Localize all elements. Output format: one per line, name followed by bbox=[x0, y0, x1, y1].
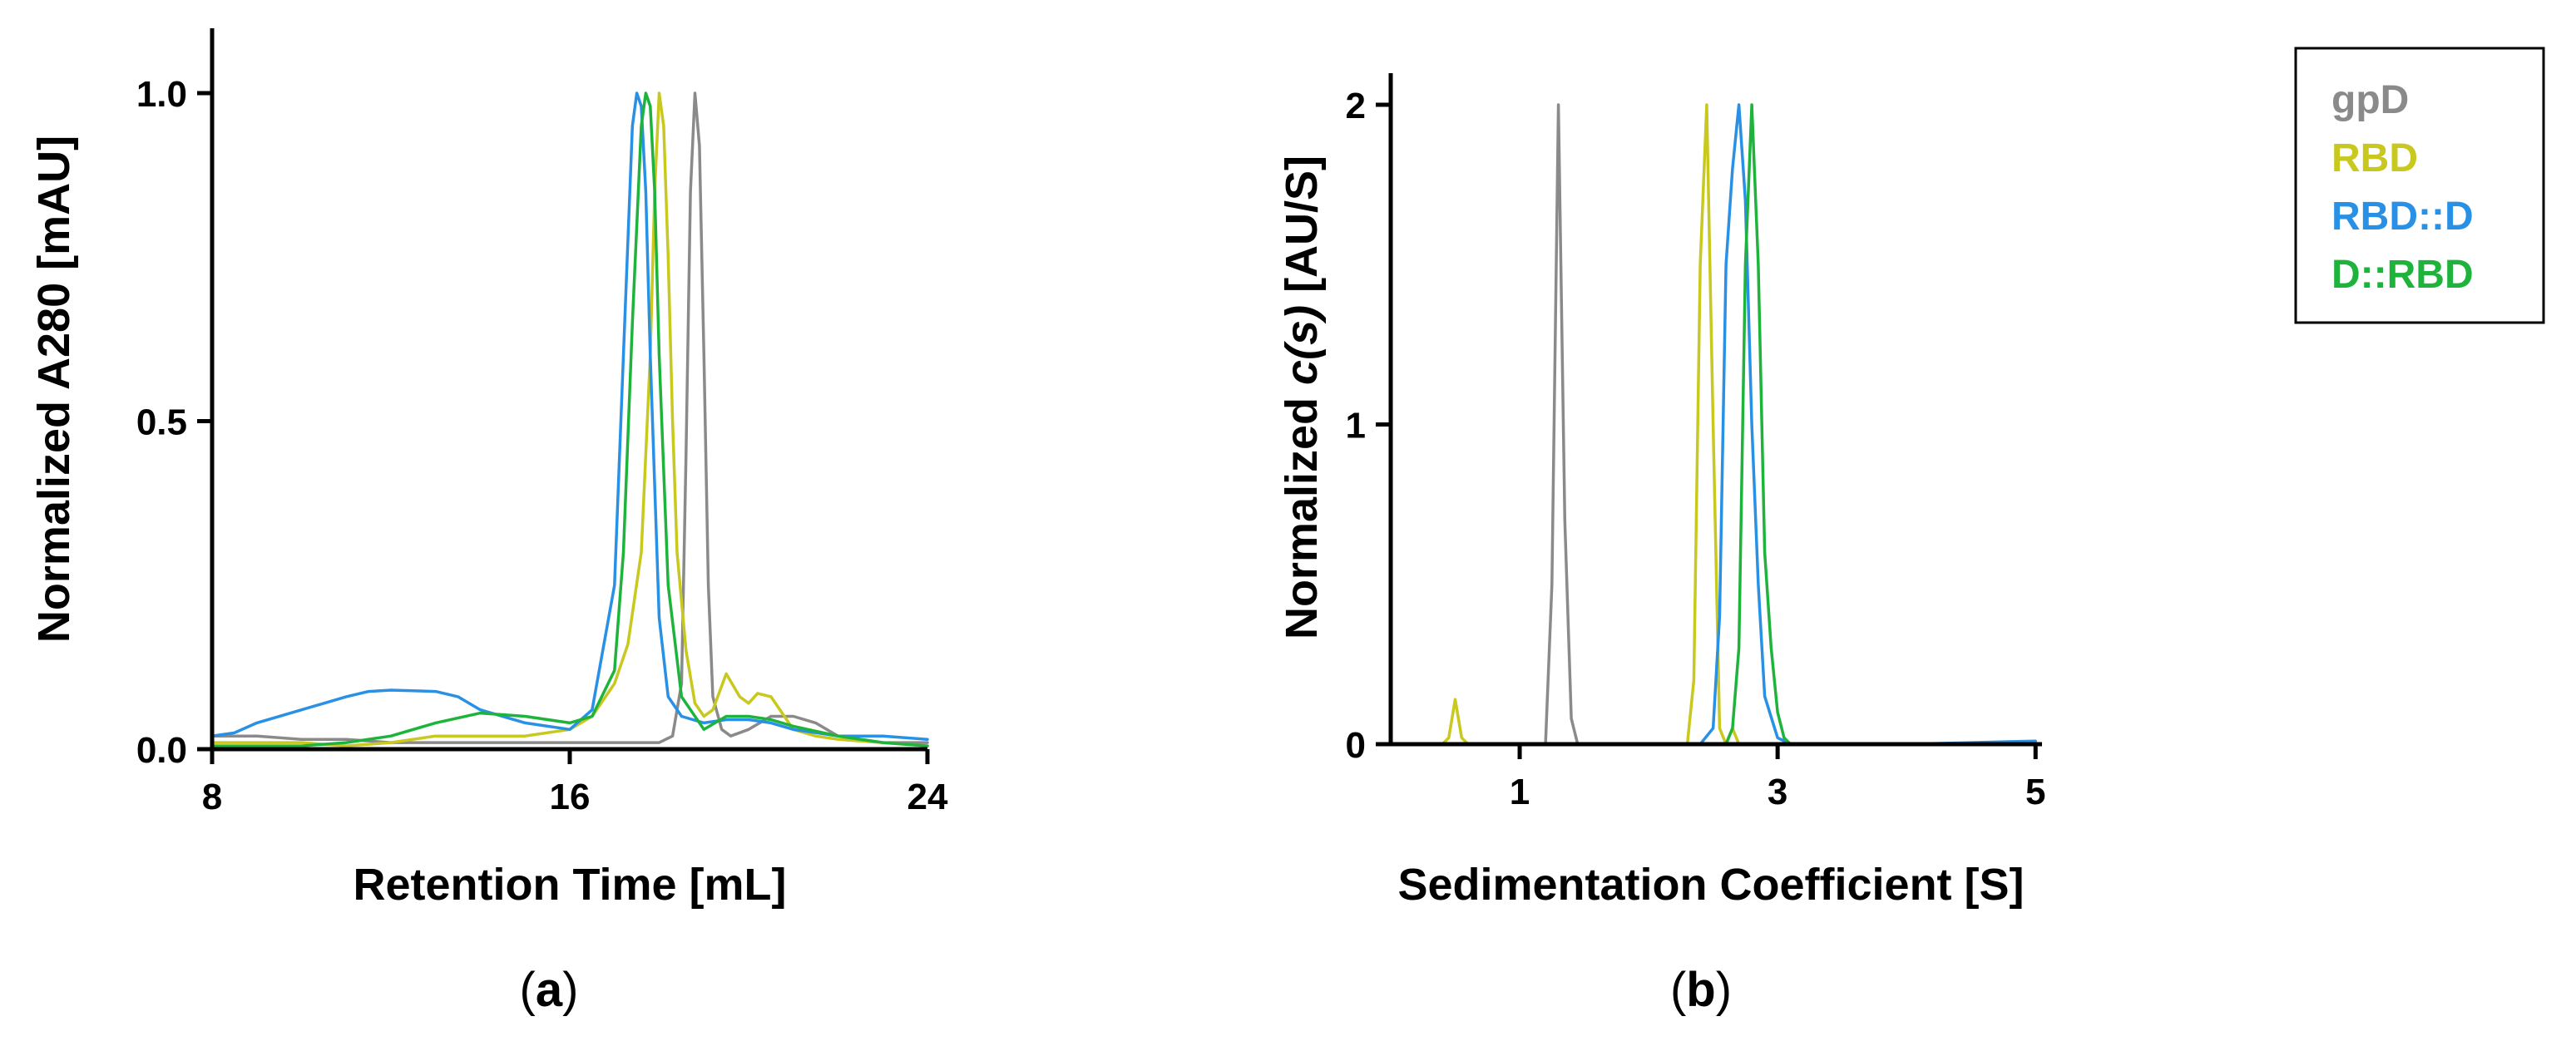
y-tick-label-b-2: 2 bbox=[1346, 86, 1366, 126]
series-line-b-rbd bbox=[1441, 103, 1741, 746]
series-line-a-rbd-d bbox=[210, 91, 929, 741]
x-tick-label-a-1: 16 bbox=[550, 777, 591, 817]
y-tick-label-a-1: 0.5 bbox=[136, 402, 187, 443]
series-line-a-gpd bbox=[210, 91, 929, 744]
legend-entry-rbd-d: RBD::D bbox=[2331, 195, 2474, 239]
x-tick-label-a-0: 8 bbox=[202, 777, 222, 817]
series-line-b-d-rbd bbox=[1724, 103, 1805, 746]
x-tick-label-b-2: 5 bbox=[2025, 772, 2045, 812]
chart-b-y-axis-title: Normalized c(s) [AU/S] bbox=[1277, 155, 1327, 639]
series-line-a-rbd bbox=[210, 91, 929, 747]
panel-a-label: (a) bbox=[520, 963, 579, 1017]
chart-a-ticks: 8 16 24 0.0 0.5 1.0 bbox=[136, 74, 948, 817]
series-line-b-gpd bbox=[1427, 103, 2037, 746]
chart-a-x-axis-title: Retention Time [mL] bbox=[353, 860, 786, 910]
x-tick-label-b-1: 3 bbox=[1768, 772, 1787, 812]
chart-a-y-axis-title: Normalized A280 [mAU] bbox=[29, 136, 79, 643]
y-tick-label-b-1: 1 bbox=[1346, 406, 1366, 447]
chart-panel-a: 8 16 24 0.0 0.5 1.0 Retention Time [mL] Norma… bbox=[29, 28, 948, 1017]
y-tick-label-b-0: 0 bbox=[1346, 725, 1366, 766]
x-tick-label-b-0: 1 bbox=[1510, 772, 1530, 812]
chart-legend: gpD RBD RBD::D D::RBD bbox=[2294, 47, 2545, 324]
series-line-a-d-rbd bbox=[210, 91, 929, 747]
x-tick-label-a-2: 24 bbox=[907, 777, 948, 817]
y-tick-label-a-2: 1.0 bbox=[136, 74, 187, 115]
series-line-b-rbd-d bbox=[1698, 103, 2037, 746]
legend-entry-gpd: gpD bbox=[2331, 78, 2409, 122]
plot-b-series-group bbox=[1427, 103, 2037, 746]
legend-entry-rbd: RBD bbox=[2331, 136, 2418, 180]
plot-a-series-group bbox=[210, 91, 929, 747]
chart-panel-b: 1 3 5 0 1 2 Sedimentation Coefficient [S] Nor… bbox=[1277, 73, 2045, 1017]
y-tick-label-a-0: 0.0 bbox=[136, 730, 187, 771]
chart-b-ticks: 1 3 5 0 1 2 bbox=[1346, 86, 2046, 812]
legend-box bbox=[2294, 47, 2545, 324]
chart-b-x-axis-title: Sedimentation Coefficient [S] bbox=[1397, 860, 2024, 910]
panel-b-label: (b) bbox=[1670, 963, 1732, 1017]
legend-entry-d-rbd: D::RBD bbox=[2331, 253, 2474, 297]
